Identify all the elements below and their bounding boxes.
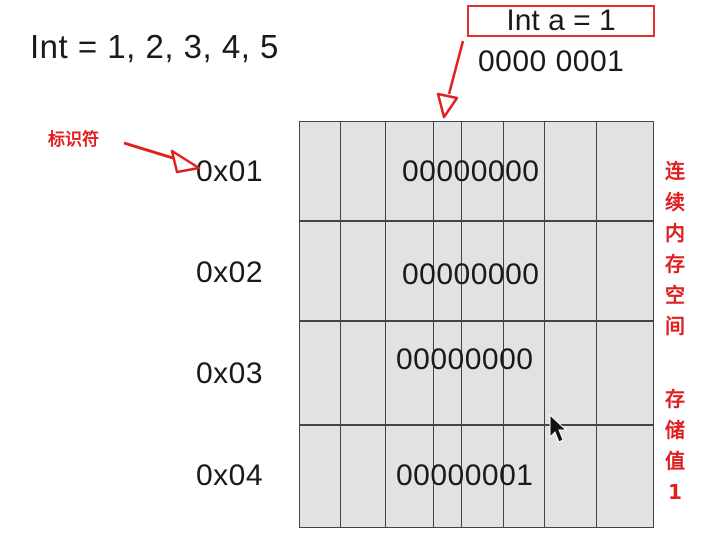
declaration-heading: Int = 1, 2, 3, 4, 5	[30, 28, 279, 65]
memory-address: 0x04	[196, 459, 264, 492]
memory-cell-value: 00000001	[396, 459, 534, 492]
identifier-arrow	[123, 141, 201, 174]
column-divider	[461, 121, 462, 528]
row-divider	[299, 424, 654, 426]
mouse-cursor-icon	[549, 413, 568, 443]
column-divider	[340, 121, 341, 528]
memory-address: 0x02	[196, 256, 264, 289]
memory-cell-value: 00000000	[402, 155, 540, 188]
column-divider	[503, 121, 504, 528]
column-divider	[544, 121, 545, 528]
contiguous-memory-label: 连 续 内 存 空 间	[665, 159, 685, 338]
memory-grid	[299, 121, 654, 528]
column-divider	[433, 121, 434, 528]
memory-cell-value: 00000000	[402, 258, 540, 291]
row-divider	[299, 320, 654, 322]
variable-pointer-arrow	[436, 40, 465, 119]
memory-address: 0x03	[196, 357, 264, 390]
identifier-label: 标识符	[48, 130, 99, 150]
memory-cell-value: 00000000	[396, 343, 534, 376]
memory-address: 0x01	[196, 155, 264, 188]
row-divider	[299, 220, 654, 222]
column-divider	[596, 121, 597, 528]
variable-declaration-box: Int a = 1	[467, 5, 655, 37]
binary-value: 0000 0001	[478, 45, 625, 78]
stored-value-label: 存 储 值 1	[665, 387, 685, 504]
column-divider	[385, 121, 386, 528]
